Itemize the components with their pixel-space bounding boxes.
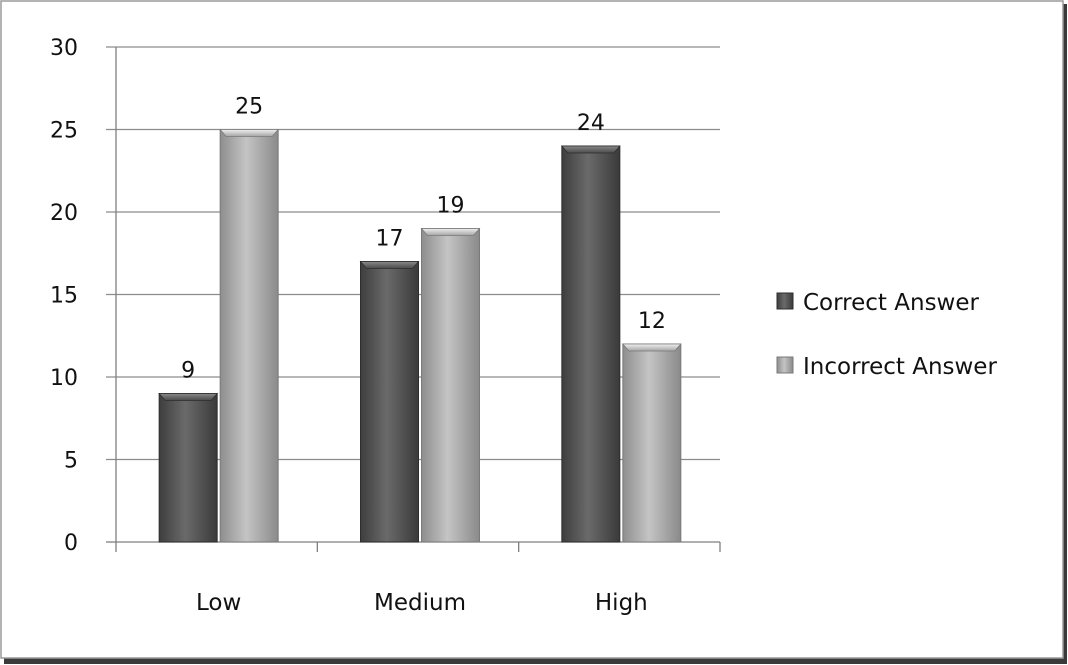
legend: Correct Answer Incorrect Answer <box>776 290 997 380</box>
labels: 0 5 10 15 20 25 30 9 25 Low 17 19 Medium 24 12 High <box>50 36 666 616</box>
bar-high-incorrect-answer <box>622 343 682 543</box>
bar-low-correct-answer <box>158 393 218 543</box>
bar-cap-medium-incorrect-answer <box>420 228 481 236</box>
y-tick-label: 5 <box>64 449 78 474</box>
y-tick-label: 20 <box>50 201 78 226</box>
legend-label-correct-answer: Correct Answer <box>803 290 980 316</box>
data-label-medium-correct-answer: 17 <box>376 227 404 252</box>
bar-low-incorrect-answer <box>219 129 279 543</box>
x-tick-label-medium: Medium <box>374 590 466 616</box>
legend-swatch-incorrect-answer <box>776 356 794 374</box>
legend-item-incorrect-answer: Incorrect Answer <box>776 354 997 380</box>
legend-swatch-correct-answer <box>776 292 794 310</box>
y-tick-label: 15 <box>50 284 78 309</box>
x-tick-label-high: High <box>595 590 648 616</box>
y-tick-label: 10 <box>50 366 78 391</box>
bar-cap-medium-correct-answer <box>359 261 420 269</box>
bar-medium-correct-answer <box>360 261 419 543</box>
data-label-low-correct-answer: 9 <box>181 359 195 384</box>
bar-cap-high-correct-answer <box>560 145 621 154</box>
y-tick-label: 0 <box>64 531 78 556</box>
bar-high-correct-answer <box>561 145 621 543</box>
data-label-medium-incorrect-answer: 19 <box>437 194 465 219</box>
bar-medium-incorrect-answer <box>421 228 480 543</box>
legend-item-correct-answer: Correct Answer <box>776 290 980 316</box>
y-tick-label: 30 <box>50 36 78 61</box>
data-label-low-incorrect-answer: 25 <box>235 95 263 120</box>
data-label-high-incorrect-answer: 12 <box>638 309 666 334</box>
bar-cap-low-correct-answer <box>158 393 219 401</box>
legend-label-incorrect-answer: Incorrect Answer <box>803 354 997 380</box>
bar-cap-high-incorrect-answer <box>621 343 682 352</box>
bar-cap-low-incorrect-answer <box>219 129 280 137</box>
x-tick-label-low: Low <box>196 590 241 616</box>
data-label-high-correct-answer: 24 <box>577 111 605 136</box>
bars <box>158 129 682 543</box>
y-tick-label: 25 <box>50 119 78 144</box>
